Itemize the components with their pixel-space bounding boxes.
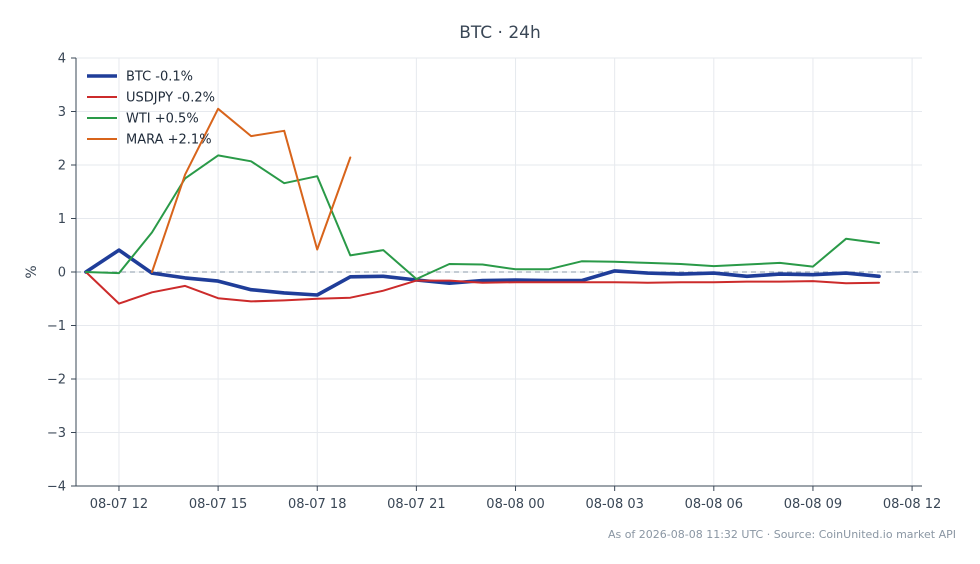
- legend: BTC -0.1% USDJPY -0.2% WTI +0.5% MARA +2.1%: [87, 70, 215, 148]
- x-tick-label: 08-08 12: [883, 497, 941, 512]
- legend-label-2: USDJPY -0.2%: [126, 91, 215, 106]
- legend-label-3: WTI +0.5%: [126, 112, 199, 127]
- y-tick-label: −4: [47, 480, 66, 495]
- y-axis-ticks: −4 −3 −2 −1 0 1 2 3 4: [47, 52, 76, 495]
- x-tick-label: 08-08 03: [585, 497, 643, 512]
- y-tick-label: 2: [58, 159, 66, 174]
- source-footer: As of 2026-08-08 11:32 UTC · Source: Coi…: [608, 528, 956, 541]
- y-tick-label: 3: [58, 105, 66, 120]
- x-axis-ticks: 08-07 12 08-07 15 08-07 18 08-07 21 08-08 00…: [90, 486, 941, 512]
- x-tick-label: 08-08 06: [685, 497, 743, 512]
- y-tick-label: 4: [58, 52, 66, 67]
- series-line-1: [84, 248, 881, 297]
- y-axis-label: %: [24, 265, 40, 278]
- x-tick-label: 08-07 12: [90, 497, 148, 512]
- x-tick-label: 08-08 00: [486, 497, 544, 512]
- legend-label-4: MARA +2.1%: [126, 133, 212, 148]
- series-line-4: [151, 107, 352, 273]
- y-tick-label: 0: [58, 266, 66, 281]
- y-tick-label: −2: [47, 373, 66, 388]
- x-tick-label: 08-07 18: [288, 497, 346, 512]
- series-lines: [84, 107, 881, 305]
- y-tick-label: 1: [58, 212, 66, 227]
- x-tick-label: 08-08 09: [784, 497, 842, 512]
- series-line-2: [84, 271, 880, 305]
- series-line-3: [84, 154, 880, 280]
- y-tick-label: −3: [47, 426, 66, 441]
- chart-title: BTC · 24h: [459, 23, 541, 43]
- y-tick-label: −1: [47, 319, 66, 334]
- x-tick-label: 08-07 15: [189, 497, 247, 512]
- legend-label-1: BTC -0.1%: [126, 70, 193, 85]
- x-tick-label: 08-07 21: [387, 497, 445, 512]
- plot-area: 08-07 12 08-07 15 08-07 18 08-07 21 08-08 00…: [47, 52, 941, 513]
